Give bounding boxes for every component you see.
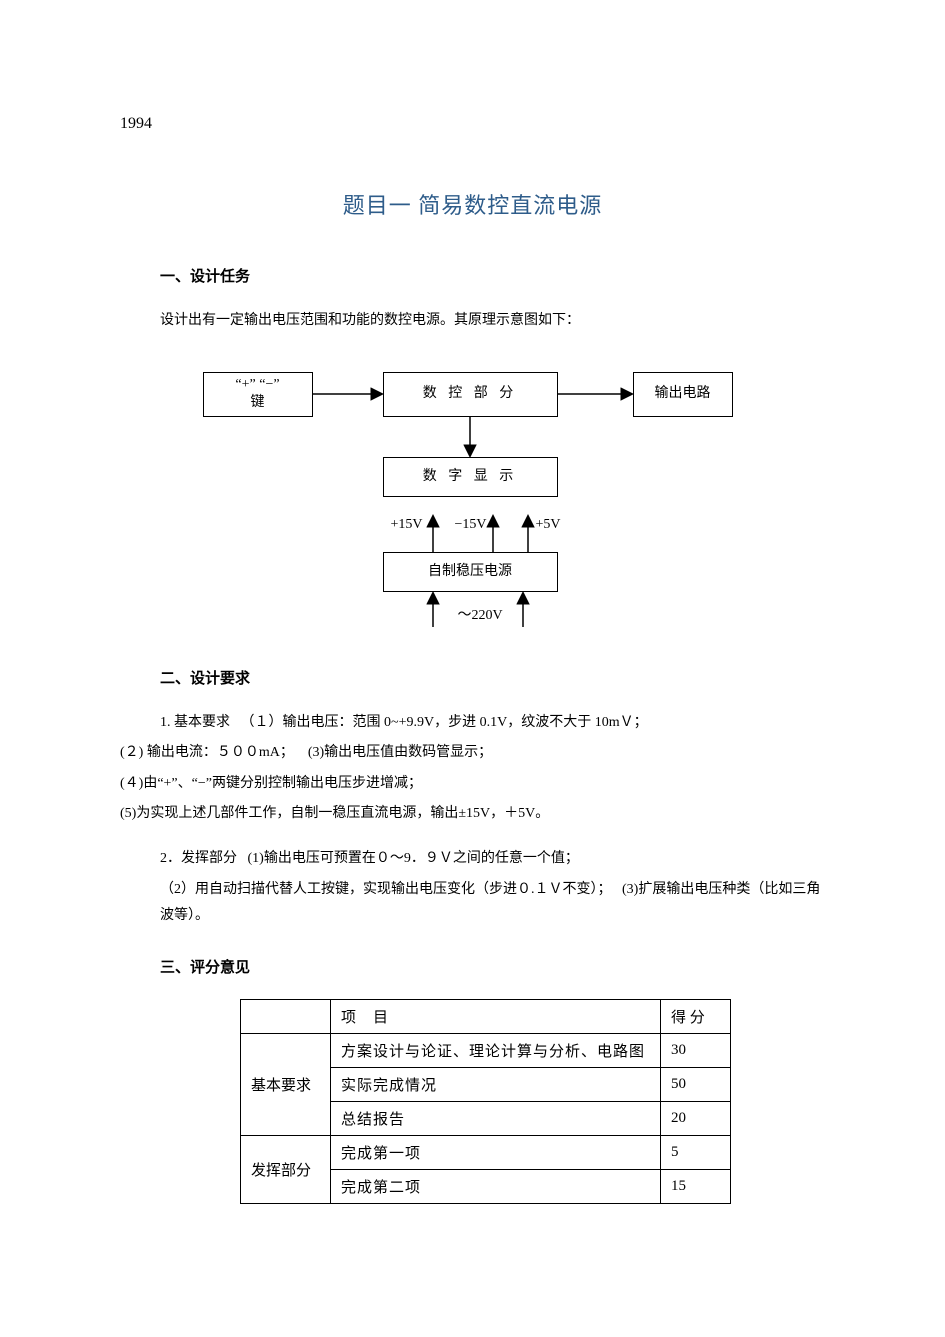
cell-score: 15 <box>661 1169 731 1203</box>
req1-item3: (3)输出电压值由数码管显示； <box>308 745 492 760</box>
cell-score: 30 <box>661 1033 731 1067</box>
table-row: 发挥部分 完成第一项 5 <box>241 1135 731 1169</box>
section-3-head: 三、评分意见 <box>160 956 825 977</box>
section-1-body: 设计出有一定输出电压范围和功能的数控电源。其原理示意图如下： <box>160 308 825 335</box>
page: 1994 题目一 简易数控直流电源 一、设计任务 设计出有一定输出电压范围和功能… <box>0 0 945 1264</box>
req2-item2: （2）用自动扫描代替人工按键，实现输出电压变化（步进０.１Ｖ不变）； <box>160 882 612 897</box>
req1-lead: 1. 基本要求 <box>160 715 230 730</box>
year-label: 1994 <box>120 115 825 133</box>
th-score: 得 分 <box>661 999 731 1033</box>
cell-item: 完成第一项 <box>331 1135 661 1169</box>
section-1-head: 一、设计任务 <box>160 265 825 286</box>
table-header-row: 项 目 得 分 <box>241 999 731 1033</box>
req2-line1: 2．发挥部分 (1)输出电压可预置在０～9．９Ｖ之间的任意一个值； <box>160 846 825 873</box>
score-table: 项 目 得 分 基本要求 方案设计与论证、理论计算与分析、电路图 30 实际完成… <box>240 999 731 1204</box>
diagram-box-display: 数 字 显 示 <box>383 457 558 497</box>
req1-item2: (２) 输出电流：５００mA； <box>120 745 294 760</box>
cell-item: 实际完成情况 <box>331 1067 661 1101</box>
req1-item4: (４)由“+”、“−”两键分别控制输出电压步进增减； <box>120 771 825 798</box>
label-plus15v: +15V <box>391 517 423 533</box>
label-minus15v: −15V <box>455 517 487 533</box>
cell-item: 完成第二项 <box>331 1169 661 1203</box>
th-empty <box>241 999 331 1033</box>
diagram-box-psu: 自制稳压电源 <box>383 552 558 592</box>
cell-item: 总结报告 <box>331 1101 661 1135</box>
req1-line1: 1. 基本要求 （１）输出电压：范围 0~+9.9V，步进 0.1V，纹波不大于… <box>160 710 825 737</box>
table-row: 基本要求 方案设计与论证、理论计算与分析、电路图 30 <box>241 1033 731 1067</box>
cell-score: 20 <box>661 1101 731 1135</box>
block-diagram: “+” “−” 键 数 控 部 分 输出电路 数 字 显 示 自制稳压电源 +1… <box>203 357 743 637</box>
diagram-box-output: 输出电路 <box>633 372 733 417</box>
main-title: 题目一 简易数控直流电源 <box>120 188 825 220</box>
req2-lead: 2．发挥部分 <box>160 851 237 866</box>
req1-item1: （１）输出电压：范围 0~+9.9V，步进 0.1V，纹波不大于 10mＶ； <box>241 715 648 730</box>
label-plus5v: +5V <box>536 517 561 533</box>
req2-item1: (1)输出电压可预置在０～9．９Ｖ之间的任意一个值； <box>248 851 579 866</box>
requirements-block: 1. 基本要求 （１）输出电压：范围 0~+9.9V，步进 0.1V，纹波不大于… <box>120 710 825 930</box>
cat-basic: 基本要求 <box>241 1033 331 1135</box>
cell-score: 5 <box>661 1135 731 1169</box>
cell-item: 方案设计与论证、理论计算与分析、电路图 <box>331 1033 661 1067</box>
section-2-head: 二、设计要求 <box>160 667 825 688</box>
req2-line2: （2）用自动扫描代替人工按键，实现输出电压变化（步进０.１Ｖ不变）； (3)扩展… <box>160 877 825 930</box>
req1-item5: (5)为实现上述几部件工作，自制一稳压直流电源，输出±15V，＋5V。 <box>120 801 825 828</box>
th-item: 项 目 <box>331 999 661 1033</box>
cat-bonus: 发挥部分 <box>241 1135 331 1203</box>
label-220v: ～220V <box>458 604 503 624</box>
diagram-box-nc: 数 控 部 分 <box>383 372 558 417</box>
diagram-box-keys: “+” “−” 键 <box>203 372 313 417</box>
req1-line2: (２) 输出电流：５００mA； (3)输出电压值由数码管显示； <box>120 740 825 767</box>
cell-score: 50 <box>661 1067 731 1101</box>
